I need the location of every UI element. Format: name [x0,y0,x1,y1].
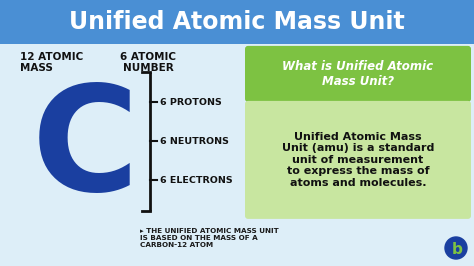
FancyBboxPatch shape [245,101,471,219]
Circle shape [445,237,467,259]
Text: 12 ATOMIC
MASS: 12 ATOMIC MASS [20,52,83,73]
Bar [0,0,474,44]
Text: Unified Atomic Mass Unit: Unified Atomic Mass Unit [69,10,405,34]
Text: Unified Atomic Mass
Unit (amu) is a standard
unit of measurement
to express the : Unified Atomic Mass Unit (amu) is a stan… [282,132,434,188]
FancyBboxPatch shape [245,46,471,102]
Text: b: b [452,242,463,256]
Text: What is Unified Atomic
Mass Unit?: What is Unified Atomic Mass Unit? [283,60,434,88]
Text: ▸ THE UNIFIED ATOMIC MASS UNIT
IS BASED ON THE MASS OF A
CARBON-12 ATOM: ▸ THE UNIFIED ATOMIC MASS UNIT IS BASED … [140,228,279,248]
Text: 6 NEUTRONS: 6 NEUTRONS [160,137,229,146]
Bar [0,44,474,266]
Text: C: C [31,80,138,221]
Text: 6 ATOMIC
NUMBER: 6 ATOMIC NUMBER [120,52,176,73]
Text: 6 ELECTRONS: 6 ELECTRONS [160,176,233,185]
Text: 6 PROTONS: 6 PROTONS [160,98,222,107]
